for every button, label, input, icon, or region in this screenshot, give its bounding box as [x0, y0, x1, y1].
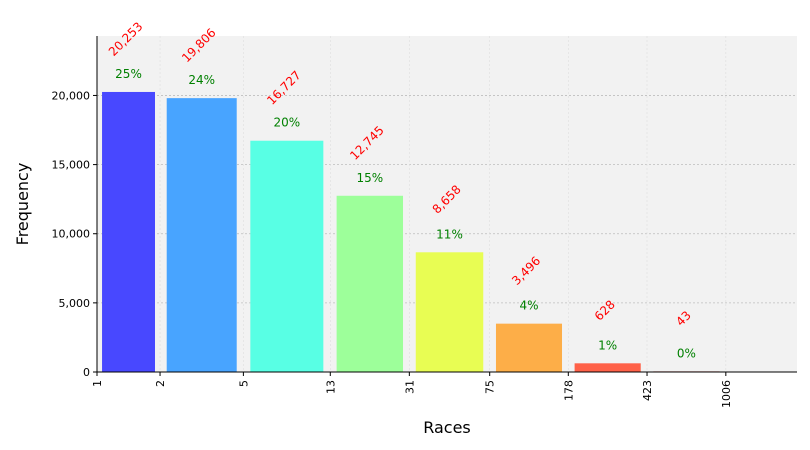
bar: [495, 323, 563, 372]
bar-percent-label: 25%: [115, 67, 142, 81]
x-ticks: 1 2 5 13 31 75 178 423 1006: [91, 372, 733, 408]
y-axis-title: Frequency: [13, 163, 32, 246]
bar-percent-label: 1%: [598, 338, 617, 352]
bar-percent-label: 0%: [677, 346, 696, 360]
bar: [415, 252, 484, 372]
y-tick-label: 5,000: [59, 297, 91, 310]
y-tick-label: 15,000: [52, 159, 91, 172]
x-tick-label: 75: [484, 380, 497, 394]
bars: [102, 91, 720, 373]
bar: [336, 195, 404, 372]
x-tick-label: 178: [562, 380, 575, 401]
y-tick-label: 0: [83, 366, 90, 379]
x-tick-label: 1006: [720, 380, 733, 408]
x-tick-label: 31: [403, 380, 416, 394]
x-tick-label: 2: [154, 380, 167, 387]
y-ticks: 0 5,000 10,000 15,000 20,000: [52, 89, 97, 379]
bar-percent-label: 20%: [274, 116, 301, 130]
bar: [574, 363, 641, 372]
bar-percent-label: 4%: [519, 299, 538, 313]
x-tick-label: 423: [641, 380, 654, 401]
bar-percent-label: 15%: [356, 171, 383, 185]
y-tick-label: 20,000: [52, 89, 91, 102]
axes: [96, 36, 797, 373]
bar-percent-label: 24%: [188, 73, 215, 87]
bar: [166, 98, 237, 373]
x-tick-label: 5: [237, 380, 250, 387]
y-tick-label: 10,000: [52, 228, 91, 241]
x-tick-label: 13: [324, 380, 337, 394]
x-tick-label: 1: [91, 380, 104, 387]
bar: [250, 140, 324, 372]
x-axis-title: Races: [423, 418, 471, 437]
bar-percent-label: 11%: [436, 227, 463, 241]
bar: [102, 91, 156, 372]
